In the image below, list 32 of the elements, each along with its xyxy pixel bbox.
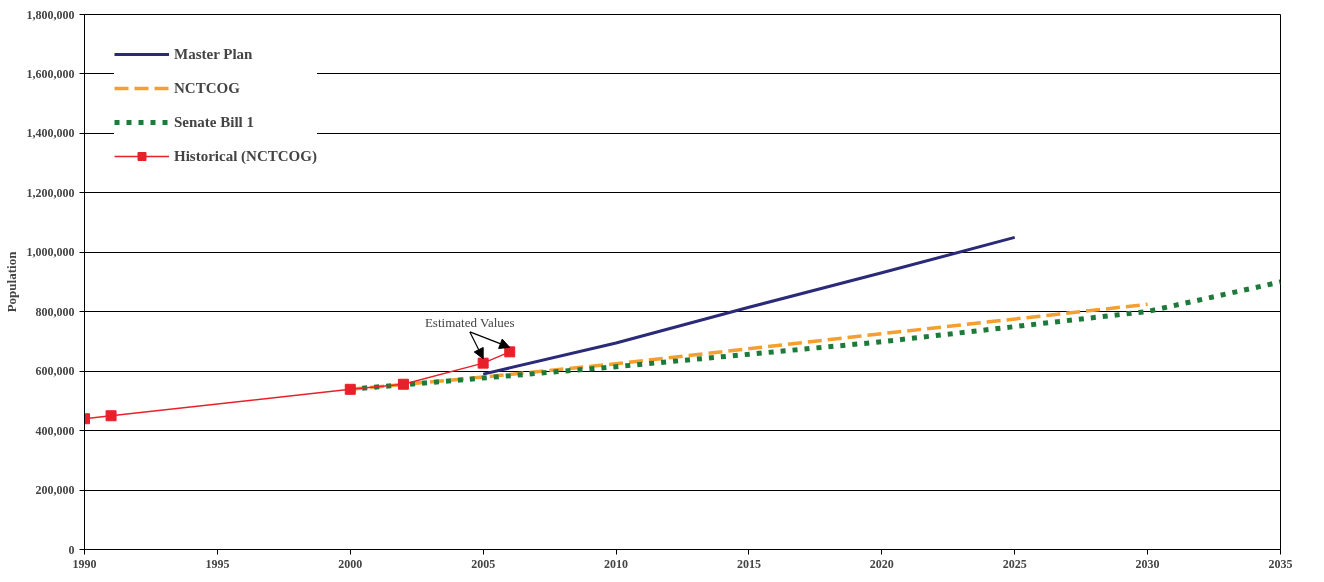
x-tick-label: 2030 <box>1135 556 1160 571</box>
x-tick-label: 1990 <box>72 556 97 571</box>
point <box>344 383 356 395</box>
line-series <box>481 235 1017 376</box>
annotation: Estimated Values <box>424 315 515 331</box>
point <box>397 378 409 390</box>
y-tick-label: 1,800,000 <box>26 7 75 22</box>
y-tick-label: 800,000 <box>35 304 75 319</box>
y-tick-label: 1,600,000 <box>26 66 75 81</box>
x-tick-label: 2025 <box>1002 556 1027 571</box>
point <box>105 410 117 422</box>
legend-label: NCTCOG <box>174 79 240 97</box>
point <box>504 346 516 358</box>
x-tick-label: 1995 <box>205 556 230 571</box>
x-tick-label: 2015 <box>736 556 761 571</box>
x-tick-label: 2020 <box>869 556 894 571</box>
x-tick-label: 2005 <box>471 556 496 571</box>
y-tick-label: 400,000 <box>35 423 75 438</box>
x-tick-label: 2010 <box>604 556 629 571</box>
y-tick-label: 1,000,000 <box>26 245 75 260</box>
y-tick-label: 0 <box>68 542 75 557</box>
point <box>477 357 489 369</box>
y-tick-label: 600,000 <box>35 364 75 379</box>
legend-label: Senate Bill 1 <box>174 113 255 131</box>
y-tick-label: 1,400,000 <box>26 126 75 141</box>
legend-label: Master Plan <box>174 45 253 63</box>
y-tick-label: 200,000 <box>35 483 75 498</box>
x-tick-label: 2000 <box>338 556 363 571</box>
legend-label: Historical (NCTCOG) <box>174 147 317 165</box>
y-axis-title: Population <box>3 250 19 313</box>
x-tick-label: 2035 <box>1268 556 1293 571</box>
y-tick-label: 1,200,000 <box>26 185 75 200</box>
